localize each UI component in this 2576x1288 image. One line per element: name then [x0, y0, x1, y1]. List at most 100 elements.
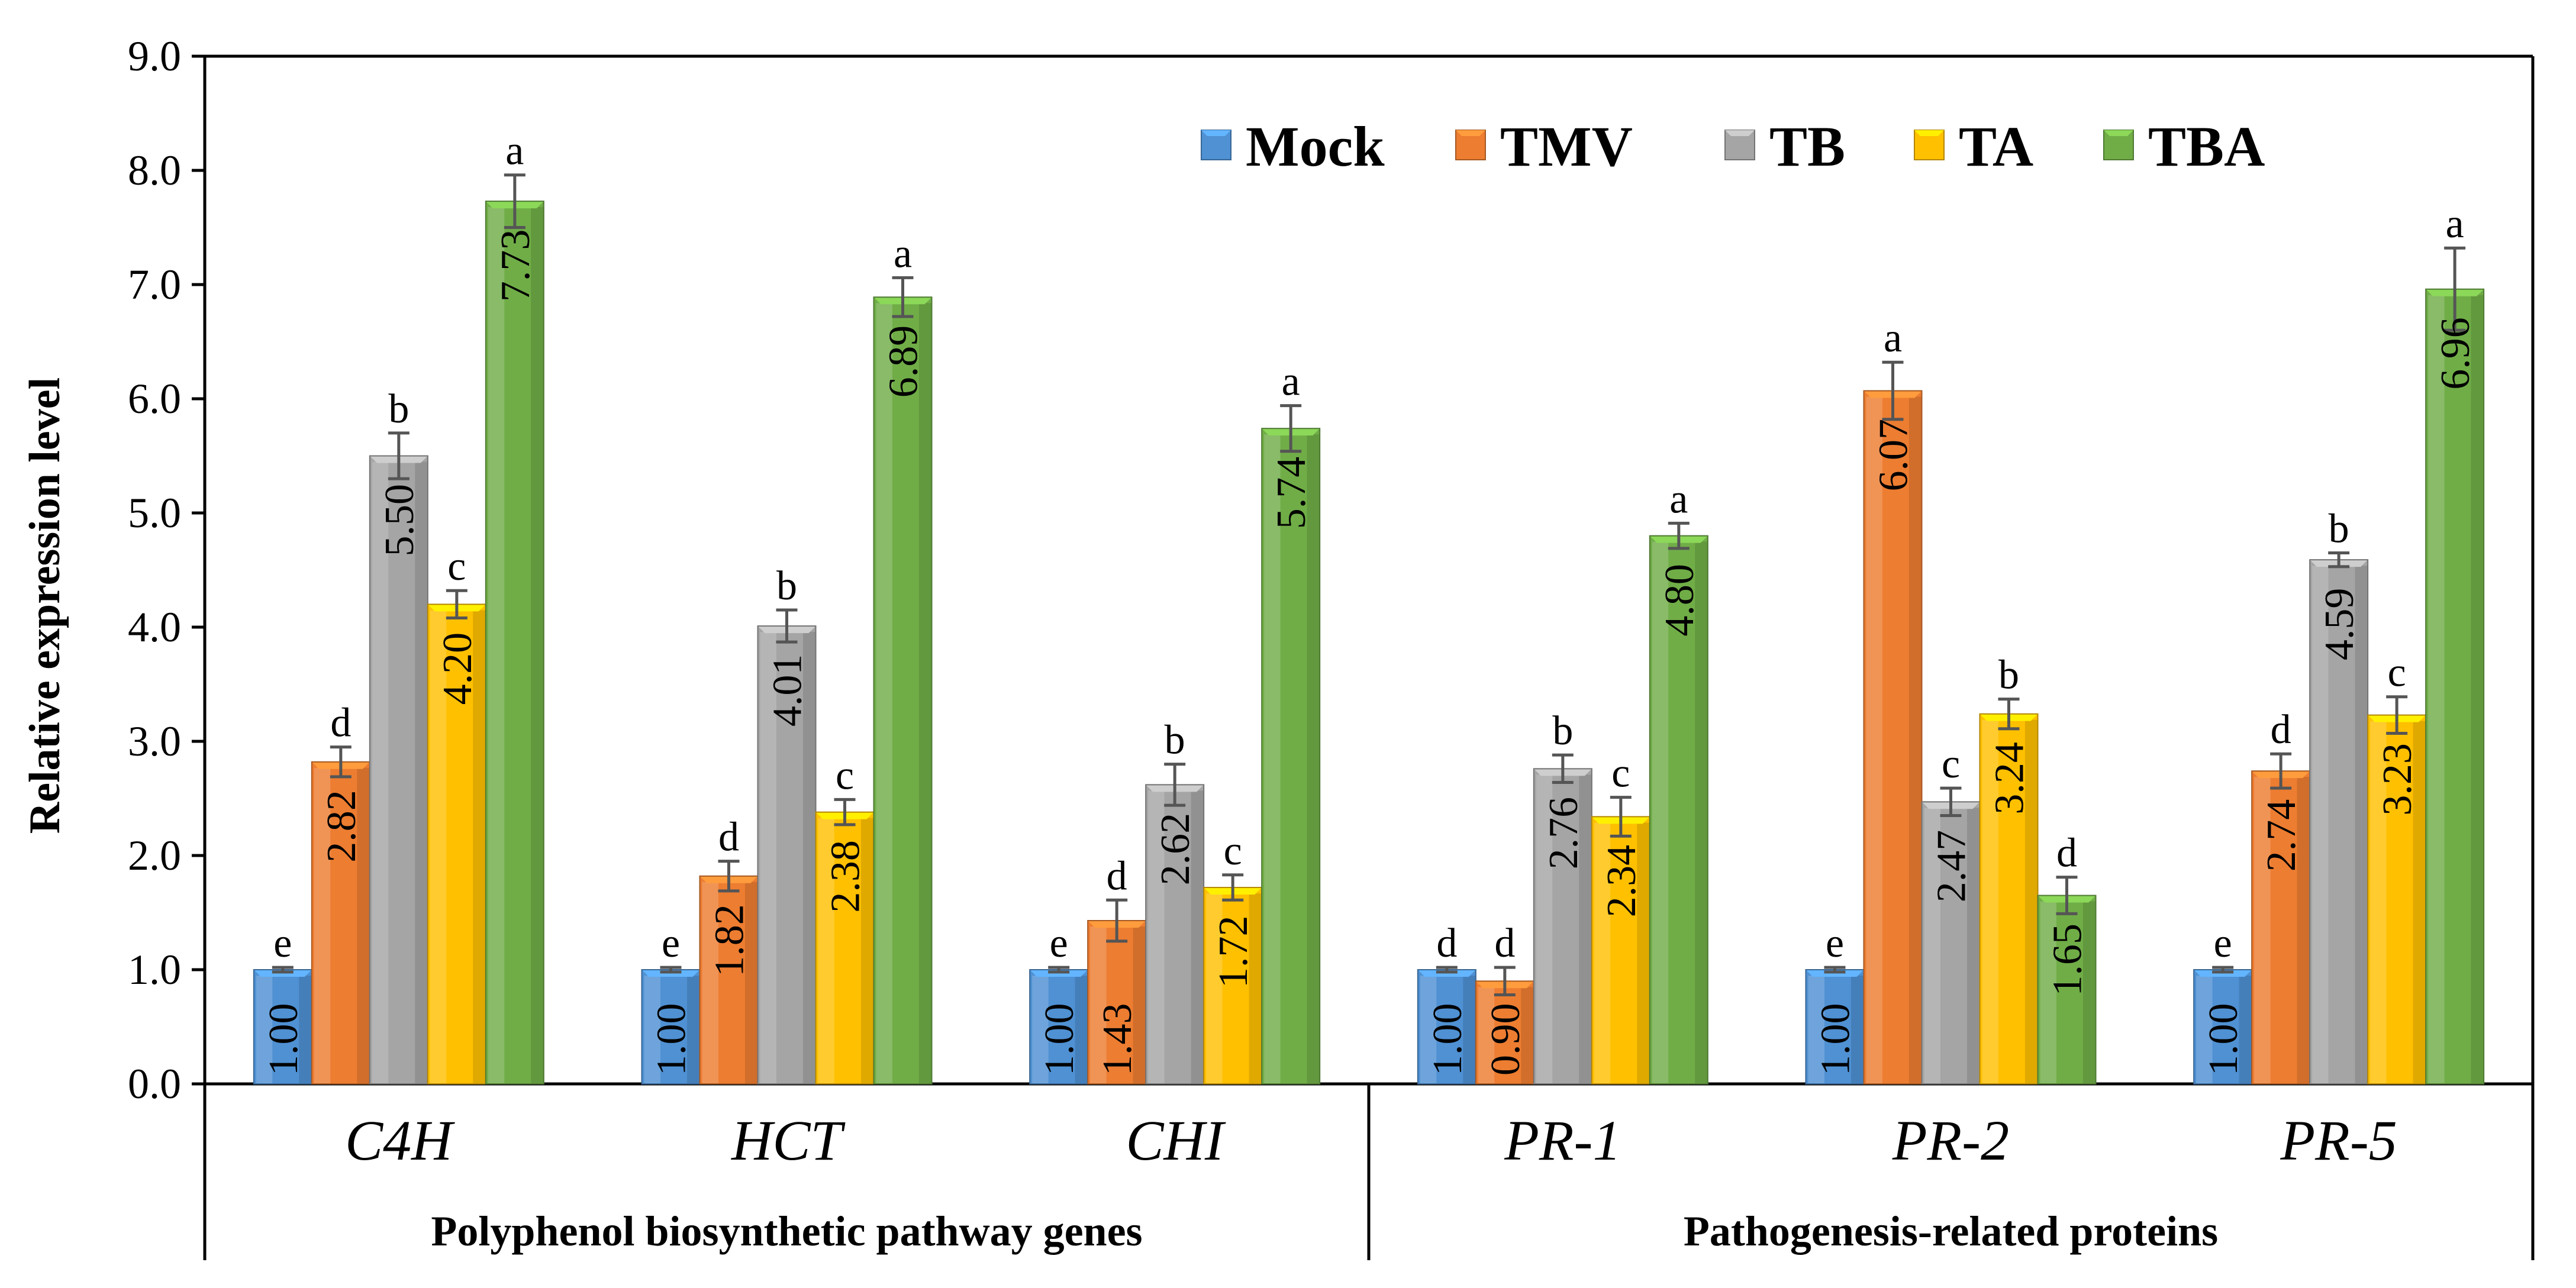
bar-mock-pr-1: d 1.00 — [1417, 921, 1476, 1084]
bar-shade — [357, 767, 370, 1084]
bar-highlight — [1206, 893, 1223, 1084]
category-label: C4H — [345, 1109, 455, 1172]
y-tick-label: 5.0 — [128, 489, 181, 537]
legend-label: Mock — [1246, 115, 1385, 178]
legend-swatch-bevel — [1456, 130, 1485, 136]
significance-label: c — [836, 753, 854, 798]
significance-label: c — [1224, 828, 1242, 874]
bar-ta-hct: c 2.38 — [815, 753, 875, 1085]
legend-swatch-bevel — [1725, 130, 1755, 136]
bar-ta-pr-2: b 3.24 — [1979, 653, 2039, 1085]
y-tick-label: 9.0 — [128, 33, 181, 80]
bar-shade — [1307, 434, 1320, 1084]
bar-shade — [1463, 976, 1476, 1084]
bar-shade — [1075, 976, 1088, 1084]
bar-shade — [1133, 927, 1146, 1084]
significance-label: d — [1494, 921, 1515, 966]
legend-swatch-bevel — [2104, 130, 2133, 136]
bar-shade — [473, 610, 486, 1084]
legend-label: TB — [1769, 115, 1845, 178]
significance-label: a — [1282, 359, 1300, 405]
bar-highlight — [1420, 976, 1437, 1084]
value-label: 1.65 — [2045, 924, 2091, 996]
bar-highlight — [2428, 295, 2445, 1084]
bar-tmv-pr-2: a 6.07 — [1863, 315, 1923, 1084]
significance-label: b — [776, 563, 797, 609]
category-label: CHI — [1126, 1109, 1226, 1172]
x-axis-group-labels: Polyphenol biosynthetic pathway genes Pat… — [431, 1208, 2218, 1255]
value-label: 2.82 — [319, 790, 365, 863]
bar-mock-hct: e 1.00 — [641, 921, 701, 1084]
y-tick-label: 7.0 — [128, 261, 181, 308]
value-label: 6.89 — [881, 325, 927, 398]
bar-shade — [1695, 541, 1708, 1084]
category-label: PR-5 — [2280, 1109, 2397, 1172]
bar-highlight — [1090, 927, 1107, 1084]
significance-label: a — [505, 128, 524, 174]
value-label: 2.74 — [2259, 799, 2304, 872]
bar-highlight — [430, 610, 447, 1084]
bar-shade — [2082, 901, 2096, 1084]
value-label: 4.59 — [2317, 588, 2362, 661]
value-label: 2.38 — [823, 840, 869, 913]
bar-shade — [1908, 396, 1922, 1084]
bar-ta-pr-5: c 3.23 — [2367, 650, 2427, 1084]
bar-shade — [860, 818, 874, 1084]
y-tick-label: 6.0 — [128, 375, 181, 422]
bar-shade — [415, 461, 428, 1084]
value-label: 3.23 — [2375, 743, 2420, 816]
significance-label: e — [1826, 921, 1844, 966]
significance-label: a — [2446, 201, 2464, 247]
group-label: Pathogenesis-related proteins — [1684, 1208, 2218, 1255]
significance-label: c — [447, 544, 466, 589]
y-tick-label: 3.0 — [128, 718, 181, 765]
bar-highlight — [1808, 976, 1824, 1084]
bar-highlight — [1594, 822, 1611, 1084]
bar-tba-chi: a 5.74 — [1261, 359, 1321, 1084]
significance-label: d — [2056, 831, 2077, 876]
bar-highlight — [2196, 976, 2213, 1084]
bar-highlight — [1982, 719, 1998, 1084]
bar-tmv-pr-5: d 2.74 — [2251, 707, 2311, 1085]
y-tick-label: 4.0 — [128, 603, 181, 651]
value-label: 1.82 — [707, 904, 753, 977]
y-tick-label: 0.0 — [128, 1060, 181, 1108]
bar-highlight — [1264, 434, 1281, 1084]
legend-swatch-bevel — [1914, 130, 1944, 136]
value-label: 6.96 — [2433, 317, 2478, 390]
plot-frame — [203, 54, 2535, 1260]
legend-label: TMV — [1500, 115, 1633, 178]
significance-label: b — [388, 386, 409, 432]
bar-shade — [2239, 976, 2252, 1084]
x-axis-category-labels: C4H HCT CHI PR-1 PR-2 PR-5 — [345, 1109, 2397, 1172]
legend-label: TBA — [2148, 115, 2265, 178]
value-label: 2.76 — [1541, 797, 1587, 870]
legend-item-tb: TB — [1724, 115, 1845, 178]
bar-highlight — [702, 882, 718, 1084]
value-label: 6.07 — [1871, 419, 1917, 492]
significance-label: d — [1107, 853, 1127, 899]
significance-label: a — [1884, 315, 1902, 361]
bar-highlight — [256, 976, 273, 1084]
significance-label: a — [894, 231, 912, 276]
significance-label: a — [1669, 476, 1688, 522]
bar-shade — [686, 976, 700, 1084]
value-label: 2.62 — [1153, 813, 1198, 885]
group-label: Polyphenol biosynthetic pathway genes — [431, 1208, 1142, 1255]
category-label: PR-1 — [1504, 1109, 1621, 1172]
bar-highlight — [314, 767, 331, 1084]
bar-highlight — [876, 303, 892, 1084]
bar-shade — [1521, 987, 1534, 1084]
bar-tmv-c4h: d 2.82 — [311, 701, 370, 1084]
bar-mock-pr-5: e 1.00 — [2193, 921, 2253, 1084]
bar-tmv-chi: d 1.43 — [1087, 853, 1147, 1084]
legend-item-tba: TBA — [2103, 115, 2265, 178]
bar-tb-pr-2: c 2.47 — [1921, 741, 1981, 1085]
significance-label: d — [718, 815, 739, 860]
bar-mock-c4h: e 1.00 — [253, 921, 312, 1084]
y-axis: 0.0 1.0 2.0 3.0 4.0 5.0 6.0 7.0 8.0 9.0 — [128, 33, 205, 1108]
bar-tb-hct: b 4.01 — [757, 563, 817, 1084]
bar-shade — [918, 303, 932, 1084]
bar-shade — [2297, 777, 2310, 1084]
value-label: 2.34 — [1599, 845, 1645, 918]
